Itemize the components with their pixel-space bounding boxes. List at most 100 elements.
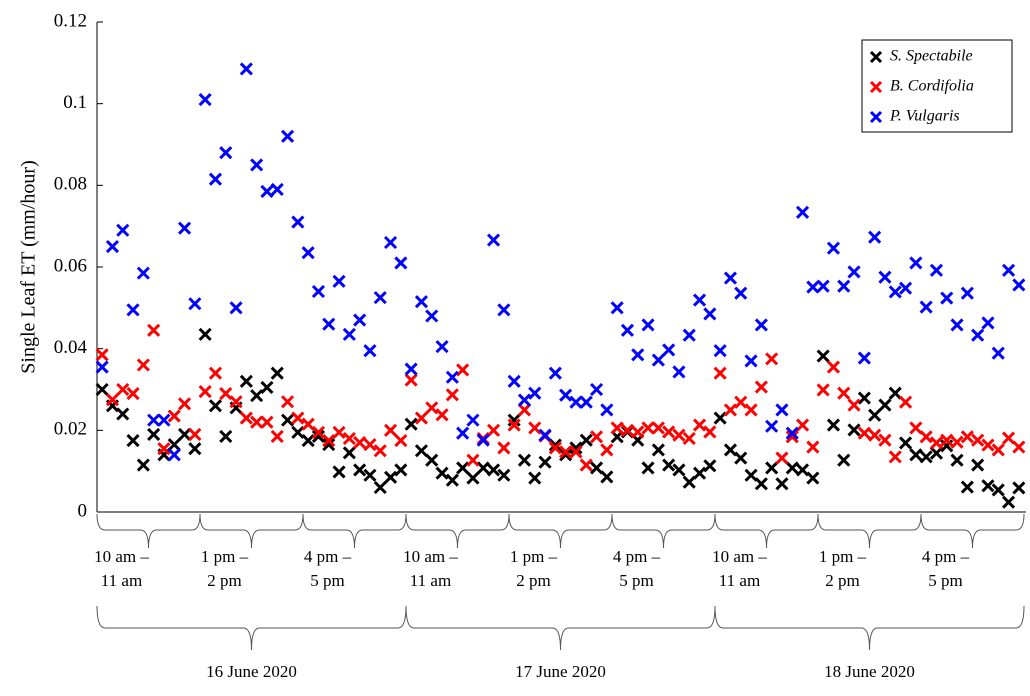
y-tick-label: 0.02 [54,419,87,440]
marker [363,468,377,482]
marker [950,453,964,467]
marker [445,370,459,384]
marker [332,274,346,288]
marker [342,446,356,460]
marker [239,374,253,388]
marker [919,450,933,464]
marker [476,461,490,475]
marker [775,451,789,465]
marker [507,374,521,388]
marker [744,468,758,482]
marker [383,423,398,437]
marker [404,373,418,387]
y-tick-label: 0 [78,500,88,521]
marker [971,458,985,472]
marker [579,433,593,447]
marker [270,429,284,444]
marker [785,461,799,475]
marker [940,291,954,305]
marker [177,397,192,411]
interval-brace [714,513,819,549]
marker [950,435,964,449]
marker [692,418,707,432]
marker [898,281,913,295]
marker [909,448,923,462]
marker [404,417,418,431]
marker [383,235,398,250]
marker [847,423,861,437]
legend-marker [869,50,883,64]
marker [837,279,851,293]
marker [116,407,130,421]
marker [868,230,882,244]
marker [723,403,738,417]
marker [806,471,820,485]
marker [868,428,882,442]
marker [383,470,398,484]
marker [260,380,274,395]
marker [723,271,738,285]
interval-label: 11 am [719,571,760,590]
interval-label: 1 pm – [510,547,558,566]
marker [322,317,336,331]
marker [662,425,676,439]
interval-brace [302,513,407,549]
marker [754,380,768,394]
marker [147,323,161,337]
marker [795,463,810,477]
marker [600,403,614,417]
marker [589,461,604,475]
marker [394,463,408,477]
legend-label: B. Cordifolia [890,78,974,95]
interval-label: 2 pm [825,571,859,590]
marker [878,433,892,447]
interval-label: 5 pm [928,571,962,590]
interval-brace [508,513,613,549]
marker [971,328,985,342]
marker [1012,440,1026,454]
legend-label: S. Spectabile [890,48,973,65]
marker [301,246,315,260]
marker [219,387,233,401]
marker [208,399,223,413]
marker [754,477,768,491]
marker [826,360,841,374]
marker [517,403,532,417]
marker [559,448,573,462]
marker [425,453,439,467]
marker [600,470,614,484]
marker [651,421,665,435]
marker [559,445,573,459]
interval-label: 2 pm [207,571,241,590]
marker [260,184,274,199]
marker [157,413,171,427]
marker [971,433,985,447]
marker [456,363,470,377]
marker [177,221,192,235]
marker [136,358,150,372]
marker [620,423,635,437]
day-brace [714,605,1025,651]
marker [219,146,233,160]
marker [888,386,902,400]
marker [837,453,851,467]
marker [765,352,779,366]
marker [826,241,841,255]
interval-label: 5 pm [619,571,653,590]
marker [167,448,181,462]
marker [713,366,727,380]
marker [136,266,150,280]
marker [445,473,459,487]
marker [682,431,696,446]
marker [765,461,779,475]
marker [1001,431,1016,445]
marker [394,433,408,448]
marker [497,441,511,455]
marker [651,353,665,367]
marker [373,480,387,495]
marker [332,465,346,479]
marker [703,459,717,473]
marker [775,403,789,417]
marker [806,280,820,294]
marker [785,430,799,444]
